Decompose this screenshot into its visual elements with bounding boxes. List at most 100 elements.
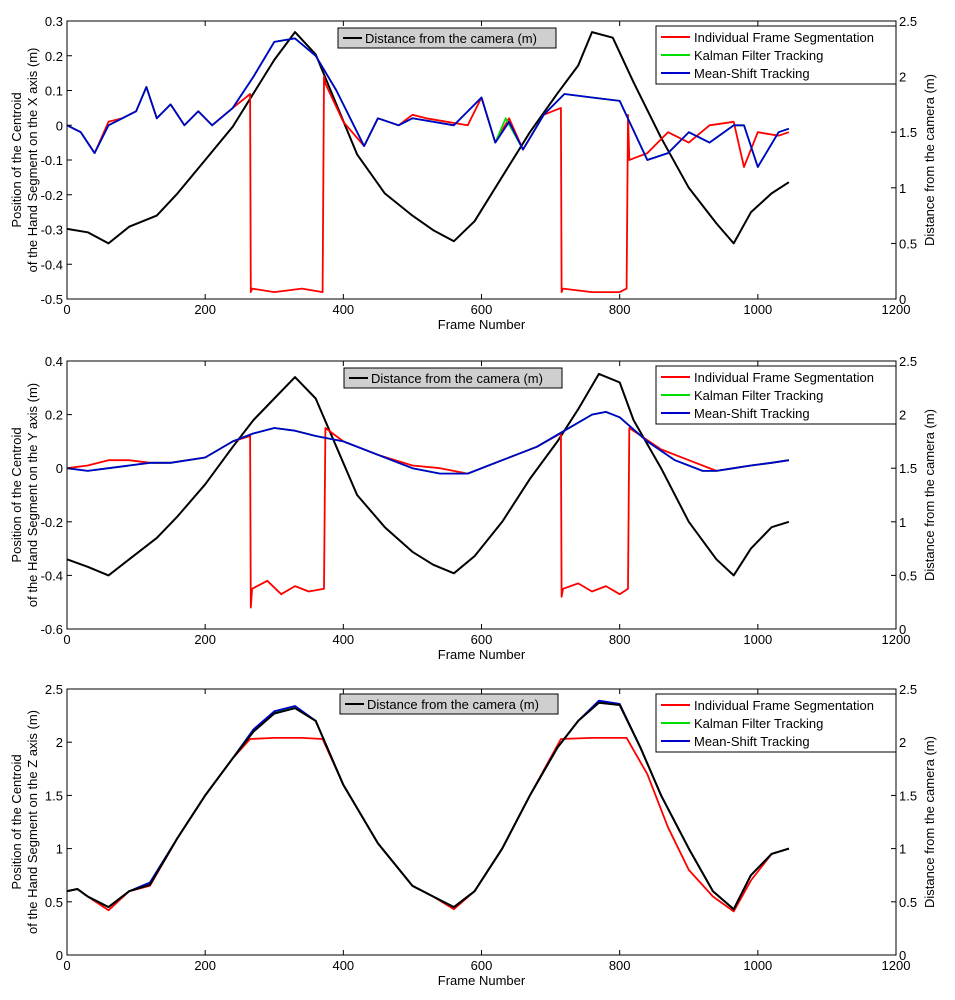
x-tick-label: 1000 bbox=[743, 958, 772, 973]
y-tick-label: 0.3 bbox=[45, 14, 63, 29]
series-line bbox=[67, 31, 790, 245]
x-tick-label: 1000 bbox=[743, 632, 772, 647]
y-right-tick-label: 0.5 bbox=[899, 568, 917, 583]
y-tick-label: -0.2 bbox=[41, 188, 63, 203]
legend-entry: Kalman Filter Tracking bbox=[694, 388, 823, 403]
z-axis-panel: 0 200 400 600 800 1000 120000.511.522.500.511.… bbox=[9, 682, 937, 988]
legend-box bbox=[655, 693, 897, 753]
y-right-tick-label: 1.5 bbox=[899, 461, 917, 476]
x-tick-label: 1200 bbox=[882, 958, 911, 973]
x-tick-label: 200 bbox=[194, 632, 216, 647]
y-tick-label: 0 bbox=[56, 118, 63, 133]
distance-legend-box bbox=[339, 693, 559, 715]
y-right-tick-label: 1 bbox=[899, 515, 906, 530]
x-tick-label: 800 bbox=[609, 302, 631, 317]
y-right-tick-label: 1.5 bbox=[899, 125, 917, 140]
x-tick-label: 1200 bbox=[882, 632, 911, 647]
series-line bbox=[67, 410, 790, 475]
y-tick-label: -0.4 bbox=[41, 257, 63, 272]
legend-entry: Individual Frame Segmentation bbox=[694, 30, 874, 45]
y-right-tick-label: 2.5 bbox=[899, 14, 917, 29]
y-tick-label: 1 bbox=[56, 842, 63, 857]
y-right-tick-label: 2.5 bbox=[899, 682, 917, 697]
legend: Individual Frame Segmentation Kalman Filt… bbox=[655, 365, 897, 425]
y-axis-label-line-1: Position of the Centroid bbox=[9, 92, 24, 227]
y-tick-label: 0.2 bbox=[45, 408, 63, 423]
y-right-tick-label: 2 bbox=[899, 408, 906, 423]
legend-box bbox=[655, 365, 897, 425]
x-tick-label: 200 bbox=[194, 958, 216, 973]
y-right-tick-label: 1 bbox=[899, 181, 906, 196]
x-tick-label: 1000 bbox=[743, 302, 772, 317]
y-axis-panel: 0 200 400 600 800 1000 1200 -0.6 -0.4 -0.2 0 0.2 0.4… bbox=[9, 354, 937, 662]
series-line bbox=[67, 701, 790, 911]
series-group bbox=[67, 699, 790, 913]
y-right-tick-label: 0 bbox=[899, 948, 906, 963]
y-tick-label: 0.4 bbox=[45, 354, 63, 369]
x-tick-label: 0 bbox=[63, 302, 70, 317]
legend-entry: Individual Frame Segmentation bbox=[694, 370, 874, 385]
legend: Individual Frame Segmentation Kalman Filt… bbox=[655, 25, 897, 85]
y-right-tick-label: 0.5 bbox=[899, 895, 917, 910]
y-tick-label: -0.1 bbox=[41, 153, 63, 168]
legend-entry: Mean-Shift Tracking bbox=[694, 66, 810, 81]
x-tick-label: 0 bbox=[63, 958, 70, 973]
y-tick-label: -0.6 bbox=[41, 622, 63, 637]
y-tick-label: 2 bbox=[56, 735, 63, 750]
x-tick-label: 400 bbox=[332, 958, 354, 973]
distance-legend-label: Distance from the camera (m) bbox=[367, 697, 539, 712]
legend-entry: Individual Frame Segmentation bbox=[694, 698, 874, 713]
y-right-tick-label: 0 bbox=[899, 622, 906, 637]
series-group bbox=[67, 372, 790, 609]
x-axis-label: Frame Number bbox=[438, 647, 526, 662]
series-line bbox=[67, 372, 790, 577]
legend-entry: Mean-Shift Tracking bbox=[694, 406, 810, 421]
y-tick-label: -0.3 bbox=[41, 223, 63, 238]
x-tick-label: 600 bbox=[471, 302, 493, 317]
x-tick-label: 0 bbox=[63, 632, 70, 647]
x-tick-label: 400 bbox=[332, 302, 354, 317]
distance-legend: Distance from the camera (m) bbox=[343, 367, 563, 389]
y-tick-label: 0.5 bbox=[45, 895, 63, 910]
y-axis-label-line-1: Position of the Centroid bbox=[9, 427, 24, 562]
y-axis-label-line-2: of the Hand Segment on the Y axis (m) bbox=[25, 383, 40, 607]
series-group bbox=[67, 31, 790, 294]
legend: Individual Frame Segmentation Kalman Filt… bbox=[655, 693, 897, 753]
y-axis-label-line-2: of the Hand Segment on the X axis (m) bbox=[25, 48, 40, 273]
y-right-tick-label: 1.5 bbox=[899, 788, 917, 803]
x-tick-label: 1200 bbox=[882, 302, 911, 317]
y-right-tick-label: 2.5 bbox=[899, 354, 917, 369]
x-tick-label: 600 bbox=[471, 958, 493, 973]
y-tick-label: 0 bbox=[56, 461, 63, 476]
legend-entry: Mean-Shift Tracking bbox=[694, 734, 810, 749]
x-tick-label: 800 bbox=[609, 958, 631, 973]
y-tick-label: 0.1 bbox=[45, 84, 63, 99]
y-tick-label: 0 bbox=[56, 948, 63, 963]
y-right-axis-label: Distance from the camera (m) bbox=[922, 409, 937, 581]
y-right-axis-label: Distance from the camera (m) bbox=[922, 74, 937, 246]
y-tick-label: 0.2 bbox=[45, 49, 63, 64]
x-axis-label: Frame Number bbox=[438, 973, 526, 988]
y-right-tick-label: 2 bbox=[899, 735, 906, 750]
y-axis-label-line-1: Position of the Centroid bbox=[9, 754, 24, 889]
y-right-tick-label: 0 bbox=[899, 292, 906, 307]
distance-legend: Distance from the camera (m) bbox=[337, 27, 557, 49]
y-tick-label: 2.5 bbox=[45, 682, 63, 697]
x-tick-label: 400 bbox=[332, 632, 354, 647]
x-axis-panel: 0 2 0 0 400 600 800 1000 1200 -0.5 -0.4 -0.3 -0.2 -0.… bbox=[9, 14, 937, 332]
y-right-tick-label: 2 bbox=[899, 70, 906, 85]
distance-legend-box bbox=[343, 367, 563, 389]
y-axis-label-line-2: of the Hand Segment on the Z axis (m) bbox=[25, 710, 40, 934]
x-tick-label: 600 bbox=[471, 632, 493, 647]
y-right-tick-label: 1 bbox=[899, 842, 906, 857]
y-tick-label: 1.5 bbox=[45, 788, 63, 803]
y-right-axis-label: Distance from the camera (m) bbox=[922, 736, 937, 908]
y-tick-label: -0.5 bbox=[41, 292, 63, 307]
y-right-tick-label: 0.5 bbox=[899, 236, 917, 251]
distance-legend-box bbox=[337, 27, 557, 49]
x-axis-label: Frame Number bbox=[438, 317, 526, 332]
distance-legend-label: Distance from the camera (m) bbox=[365, 31, 537, 46]
y-tick-label: -0.4 bbox=[41, 568, 63, 583]
distance-legend-label: Distance from the camera (m) bbox=[371, 371, 543, 386]
